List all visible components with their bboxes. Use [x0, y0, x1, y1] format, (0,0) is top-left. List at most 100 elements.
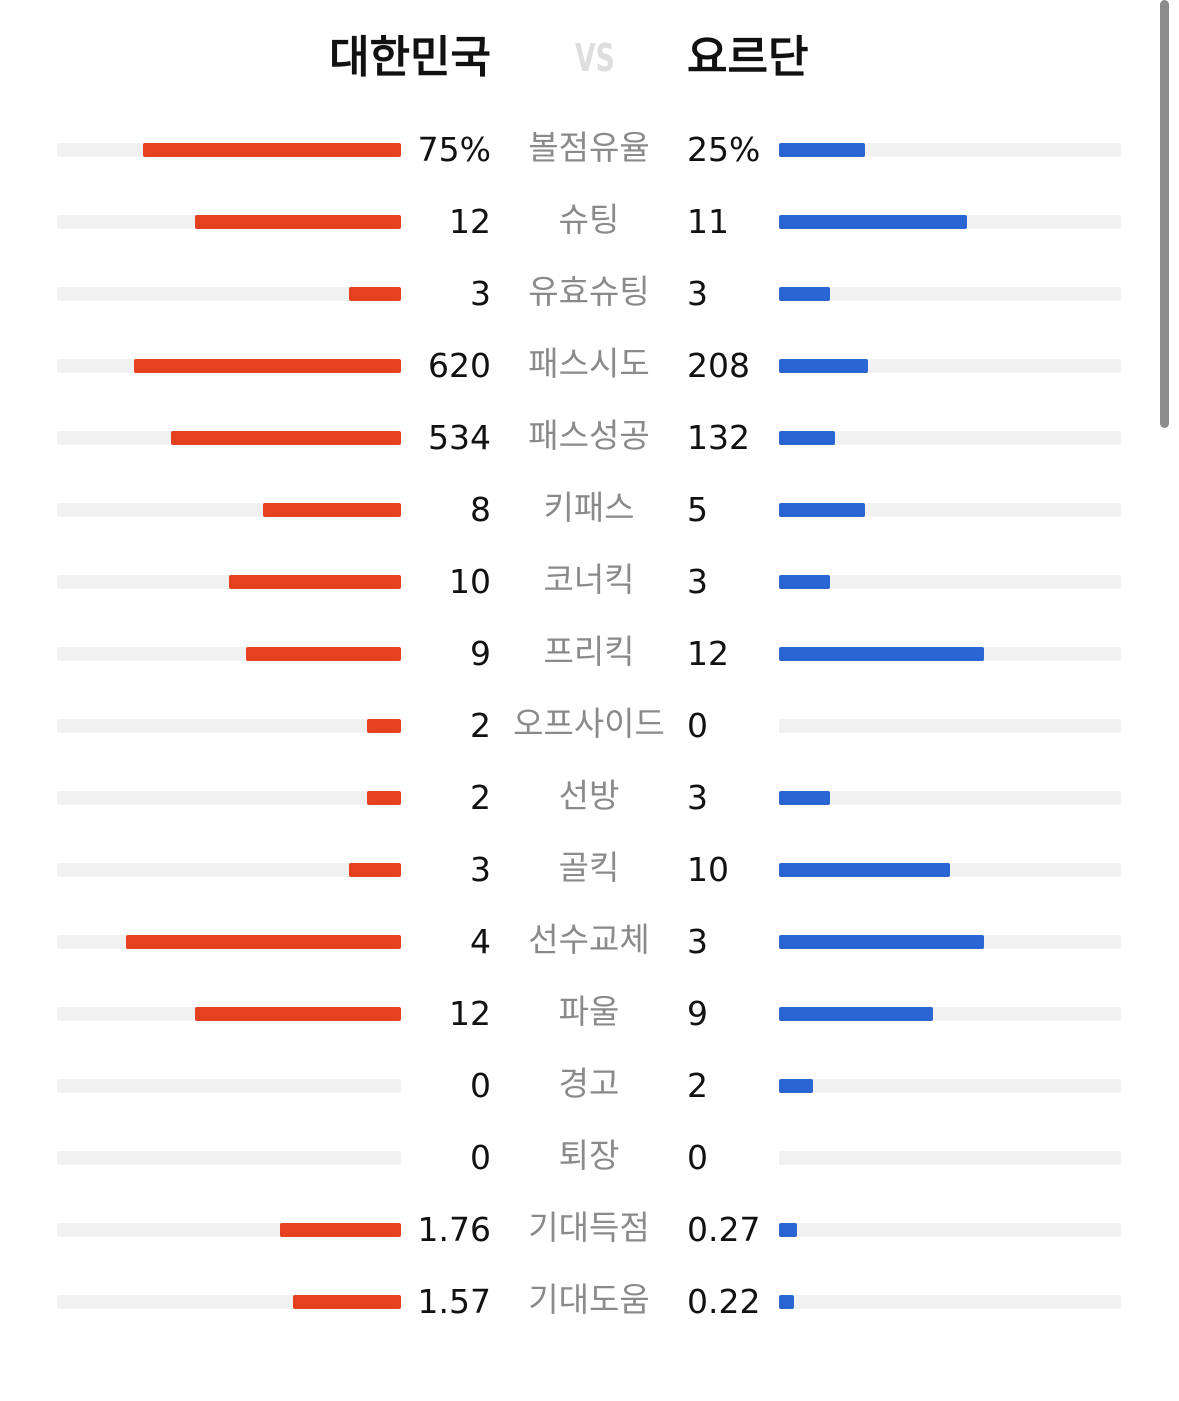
stat-row: 2 오프사이드 0 — [0, 704, 1179, 746]
away-bar-track — [779, 719, 1121, 733]
stat-label: 선수교체 — [528, 920, 650, 959]
home-bar-fill — [349, 863, 401, 877]
away-bar-track — [779, 287, 1121, 301]
home-bar-track — [57, 575, 401, 589]
stat-label: 슈팅 — [558, 200, 620, 239]
stat-label: 유효슈팅 — [528, 272, 650, 311]
stat-row: 3 유효슈팅 3 — [0, 272, 1179, 314]
stat-row: 3 골킥 10 — [0, 848, 1179, 890]
home-bar-fill — [194, 1007, 401, 1021]
away-value: 9 — [687, 994, 708, 1033]
away-bar-track — [779, 647, 1121, 661]
home-bar-fill — [366, 719, 401, 733]
stat-row: 534 패스성공 132 — [0, 416, 1179, 458]
stat-row: 75% 볼점유율 25% — [0, 128, 1179, 170]
home-bar-track — [57, 215, 401, 229]
away-bar-fill — [779, 1079, 814, 1093]
home-bar-track — [57, 863, 401, 877]
stat-label: 오프사이드 — [513, 704, 665, 743]
away-bar-track — [779, 1079, 1121, 1093]
stat-label: 볼점유율 — [528, 128, 650, 167]
away-value: 12 — [687, 634, 729, 673]
home-bar-fill — [143, 143, 401, 157]
home-bar-track — [57, 359, 401, 373]
away-bar-fill — [779, 1007, 933, 1021]
away-bar-fill — [779, 215, 968, 229]
away-value: 3 — [687, 922, 708, 961]
away-value: 0 — [687, 706, 708, 745]
stat-label: 파울 — [558, 992, 620, 1031]
away-bar-track — [779, 359, 1121, 373]
home-bar-track — [57, 647, 401, 661]
home-value: 1.76 — [417, 1210, 491, 1249]
home-bar-fill — [134, 359, 401, 373]
scrollbar[interactable] — [1160, 0, 1169, 428]
away-bar-track — [779, 431, 1121, 445]
home-bar-fill — [349, 287, 401, 301]
away-bar-track — [779, 215, 1121, 229]
away-value: 3 — [687, 274, 708, 313]
stat-label: 기대도움 — [528, 1280, 650, 1319]
away-bar-fill — [779, 935, 985, 949]
away-bar-fill — [779, 791, 831, 805]
home-value: 534 — [428, 418, 491, 457]
home-bar-track — [57, 143, 401, 157]
home-value: 2 — [470, 706, 491, 745]
away-bar-track — [779, 1295, 1121, 1309]
home-value: 12 — [449, 994, 491, 1033]
away-bar-track — [779, 575, 1121, 589]
home-bar-track — [57, 1079, 401, 1093]
home-bar-fill — [263, 503, 401, 517]
stat-row: 1.76 기대득점 0.27 — [0, 1208, 1179, 1250]
vs-label: VS — [575, 36, 615, 80]
away-bar-fill — [779, 143, 865, 157]
away-value: 0.22 — [687, 1282, 761, 1321]
home-bar-track — [57, 1223, 401, 1237]
away-bar-track — [779, 1151, 1121, 1165]
home-bar-track — [57, 791, 401, 805]
away-bar-track — [779, 143, 1121, 157]
away-value: 5 — [687, 490, 708, 529]
away-value: 0 — [687, 1138, 708, 1177]
home-value: 3 — [470, 274, 491, 313]
stat-row: 12 파울 9 — [0, 992, 1179, 1034]
home-value: 2 — [470, 778, 491, 817]
away-bar-fill — [779, 359, 868, 373]
stat-label: 퇴장 — [558, 1136, 620, 1175]
home-value: 3 — [470, 850, 491, 889]
away-bar-track — [779, 863, 1121, 877]
away-bar-track — [779, 791, 1121, 805]
home-bar-fill — [366, 791, 401, 805]
stat-label: 프리킥 — [543, 632, 635, 671]
stat-row: 10 코너킥 3 — [0, 560, 1179, 602]
stat-label: 패스시도 — [528, 344, 650, 383]
home-value: 0 — [470, 1138, 491, 1177]
stat-label: 코너킥 — [543, 560, 635, 599]
away-value: 2 — [687, 1066, 708, 1105]
away-team-name: 요르단 — [687, 32, 809, 83]
away-bar-fill — [779, 575, 831, 589]
home-team-name: 대한민국 — [329, 32, 491, 83]
stat-label: 패스성공 — [528, 416, 650, 455]
home-bar-track — [57, 719, 401, 733]
home-bar-track — [57, 287, 401, 301]
away-value: 3 — [687, 562, 708, 601]
away-value: 132 — [687, 418, 750, 457]
home-bar-fill — [292, 1295, 401, 1309]
away-bar-fill — [779, 287, 831, 301]
away-bar-fill — [779, 503, 865, 517]
away-value: 3 — [687, 778, 708, 817]
stat-row: 9 프리킥 12 — [0, 632, 1179, 674]
home-bar-track — [57, 1151, 401, 1165]
home-bar-track — [57, 503, 401, 517]
stat-row: 4 선수교체 3 — [0, 920, 1179, 962]
away-bar-track — [779, 1007, 1121, 1021]
home-value: 1.57 — [417, 1282, 491, 1321]
stat-row: 12 슈팅 11 — [0, 200, 1179, 242]
away-value: 10 — [687, 850, 729, 889]
away-value: 25% — [687, 130, 761, 169]
home-bar-track — [57, 431, 401, 445]
home-value: 9 — [470, 634, 491, 673]
home-value: 12 — [449, 202, 491, 241]
match-header: 대한민국 VS 요르단 — [0, 26, 1179, 96]
